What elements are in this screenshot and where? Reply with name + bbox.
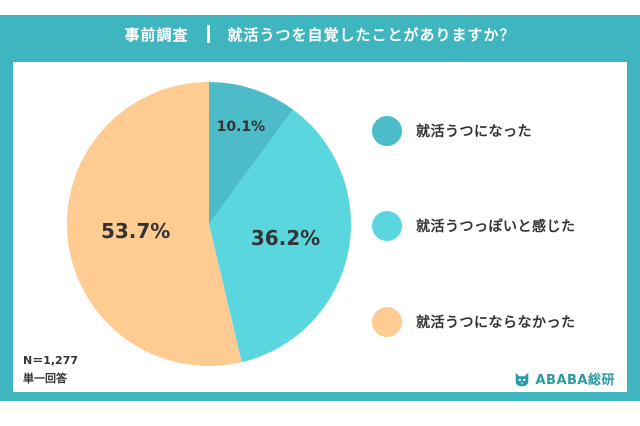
slice-value-label: 10.1% [217,119,266,135]
dog-icon [516,372,529,386]
pie-slice [67,82,242,366]
sample-size: N＝1,277 [23,354,78,367]
pie-slice [209,82,294,224]
survey-tag: 事前調査 [124,25,189,44]
legend-label: 就活うつっぽいと感じた [416,219,576,235]
slice-value-label: 53.7% [101,219,170,243]
legend-label: 就活うつになった [416,124,532,140]
legend-item: 就活うつになった [372,116,532,146]
brand-logo: ABABA総研 [513,369,615,388]
brand-name: ABABA総研 [535,373,615,388]
legend-item: 就活うつっぽいと感じた [372,211,576,241]
chart-panel: 10.1% 36.2% 53.7% 就活うつになった就活うつっぽいと感じた 就活うつに… [13,62,627,392]
answer-type: 単一回答 [23,372,67,385]
slice-value-label: 36.2% [251,226,320,250]
legend-swatch [372,116,402,146]
legend-label: 就活うつにならなかった [416,315,576,331]
pie-chart: 10.1% 36.2% 53.7% [67,82,351,366]
title-separator [206,25,210,43]
page-title: 就活うつを自覚したことがありますか？ [227,25,516,44]
legend-item: 就活うつにならなかった [372,307,576,337]
pie-slice [209,109,351,363]
legend-swatch [372,307,402,337]
legend-swatch [372,211,402,241]
title-bar: 事前調査 就活うつを自覚したことがありますか？ [0,15,640,53]
